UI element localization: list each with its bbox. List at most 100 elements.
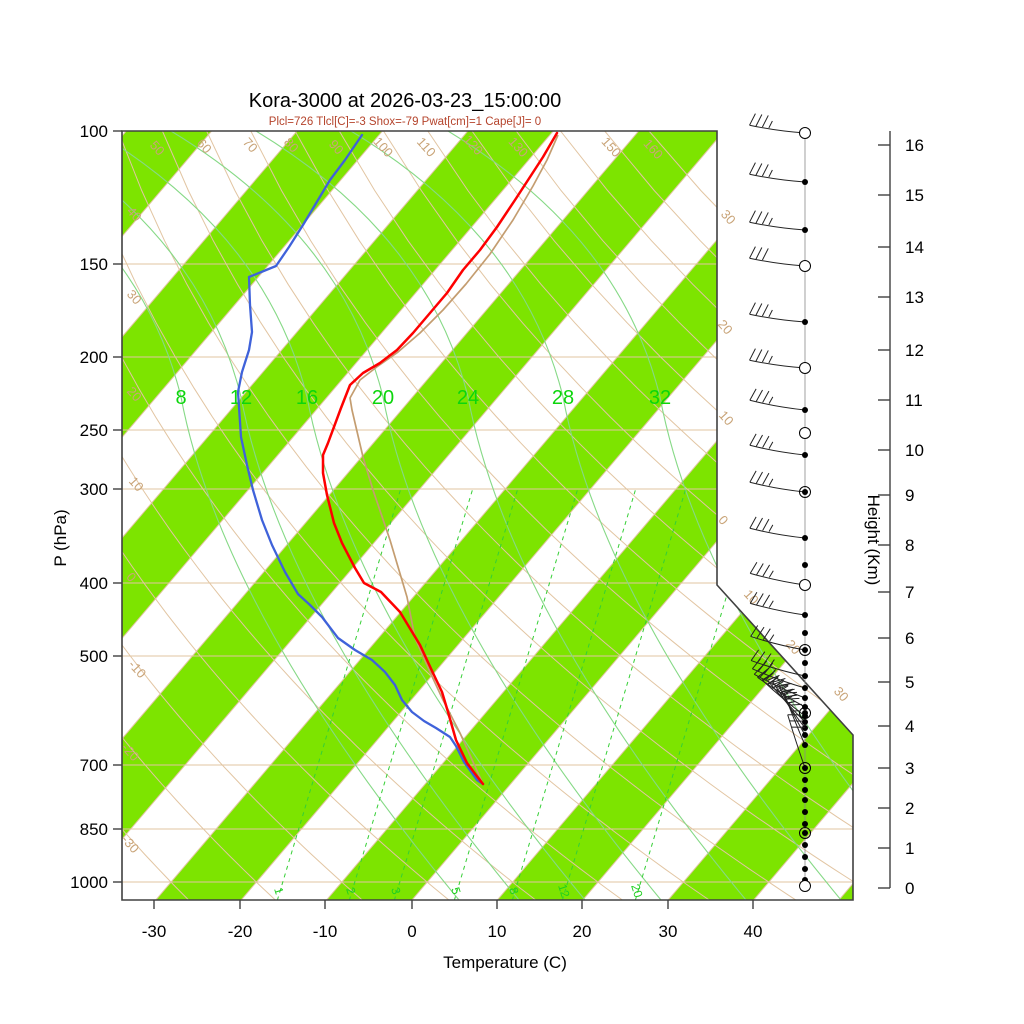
isotherm-stripe	[122, 131, 563, 900]
wind-barb-station	[749, 591, 808, 618]
mixing-ratio-line	[632, 488, 760, 900]
chart-subtitle: Plcl=726 Tlcl[C]=-3 Shox=-79 Pwat[cm]=1 …	[268, 116, 542, 128]
wind-barb-feather	[766, 677, 779, 685]
wind-barb-feather	[776, 684, 789, 691]
isotherm-line	[317, 131, 853, 900]
station-dot	[802, 660, 808, 666]
wind-barb-feather	[749, 210, 756, 223]
wind-barb-station	[799, 827, 811, 839]
pressure-tick-label: 300	[80, 480, 108, 499]
pressure-tick-label: 850	[80, 820, 108, 839]
moist-adiabat	[350, 131, 842, 900]
wind-barb-feather	[755, 517, 763, 530]
wind-barb-feather	[749, 348, 756, 361]
dry-adiabat	[206, 131, 853, 900]
dry-adiabat	[122, 131, 798, 900]
wind-barb-feather	[767, 674, 780, 681]
mixing-ratio-label: 1	[271, 885, 286, 896]
wind-barb-feather	[749, 388, 757, 401]
isotherm-label-right: 20	[715, 317, 736, 338]
wind-barb-feather	[769, 659, 775, 667]
wind-barb-staff	[750, 572, 806, 586]
dry-adiabat	[338, 131, 853, 900]
wind-barb-feather	[749, 591, 758, 604]
station-dot	[802, 787, 808, 793]
station-circle	[799, 260, 811, 272]
wind-barb-station	[749, 348, 811, 374]
wind-barb-feather	[762, 564, 771, 577]
dry-adiabat-label-top: 70	[240, 135, 261, 156]
wind-barb-feather	[751, 658, 761, 670]
isotherm-stripe	[488, 131, 853, 900]
wind-barb-station	[802, 809, 808, 815]
wind-barb-feather	[755, 163, 763, 176]
temperature-tick-label: -10	[313, 922, 338, 941]
dry-adiabat	[122, 131, 191, 900]
wind-barb-feather	[768, 600, 774, 608]
moist-adiabat	[255, 131, 747, 900]
wind-barb-station	[749, 561, 811, 591]
chart-title: Kora-3000 at 2026-03-23_15:00:00	[248, 90, 562, 112]
mixing-ratio-label: 20	[628, 882, 646, 899]
wind-barb-feather	[762, 435, 770, 448]
station-dot	[802, 797, 808, 803]
isotherm-label-right: 30	[718, 207, 739, 228]
dry-adiabat	[250, 131, 853, 900]
moist-adiabat-label: 32	[649, 387, 671, 409]
wind-barb-station	[749, 113, 811, 139]
wind-barb-station	[802, 854, 808, 860]
pressure-axis-title: P (hPa)	[51, 509, 70, 566]
station-dot	[802, 777, 808, 783]
temperature-tick-label: 20	[573, 922, 592, 941]
station-dot	[802, 647, 808, 653]
wind-barb-feather	[755, 471, 763, 484]
station-circle	[799, 486, 811, 498]
pressure-tick-label: 400	[80, 574, 108, 593]
wind-barb-feather	[761, 212, 769, 225]
wind-barb-feather	[755, 114, 763, 127]
wind-barb-feather	[771, 681, 784, 689]
height-tick-label: 0	[905, 879, 914, 898]
wind-barb-feather	[768, 355, 773, 364]
height-tick-label: 8	[905, 536, 914, 555]
wind-barb-station	[802, 660, 808, 666]
height-tick-label: 5	[905, 673, 914, 692]
isotherm-stripe	[830, 131, 853, 900]
station-dot	[802, 854, 808, 860]
isotherm-line	[146, 131, 820, 900]
wind-barb-feather	[762, 628, 771, 640]
wind-barb-feather	[762, 390, 770, 403]
wind-barb-station	[750, 625, 811, 656]
mixing-ratio-line	[274, 488, 402, 900]
wind-barb-feather	[768, 169, 773, 178]
station-dot	[802, 809, 808, 815]
station-circle	[799, 362, 811, 374]
isotherm-line	[830, 131, 853, 900]
dry-adiabat-label-left: 30	[124, 287, 145, 308]
moist-adiabat-label: 28	[552, 387, 574, 409]
wind-barb-feather	[769, 634, 775, 642]
wind-barb-station	[749, 433, 808, 458]
wind-barb-station	[802, 787, 808, 793]
station-circle	[799, 579, 811, 591]
wind-barb-feather	[762, 518, 770, 531]
pressure-tick-label: 500	[80, 647, 108, 666]
station-dot	[802, 725, 808, 731]
wind-barb-feather	[768, 217, 773, 226]
wind-barb-station	[749, 470, 811, 498]
station-dot	[802, 452, 808, 458]
wind-barb-feather	[757, 668, 768, 678]
temperature-tick-label: 30	[659, 922, 678, 941]
isotherm-stripe	[0, 120, 50, 910]
station-dot	[802, 713, 808, 719]
temperature-tick-label: 0	[407, 922, 416, 941]
wind-barb-staff	[749, 257, 806, 267]
wind-barb-feather	[755, 434, 763, 447]
mixing-ratio-line	[346, 488, 474, 900]
station-circle	[799, 827, 811, 839]
wind-barb-station	[799, 427, 811, 439]
station-dot	[802, 732, 808, 738]
moist-adiabat-label: 20	[372, 387, 394, 409]
isotherm-stripe	[147, 131, 853, 900]
station-dot	[802, 866, 808, 872]
